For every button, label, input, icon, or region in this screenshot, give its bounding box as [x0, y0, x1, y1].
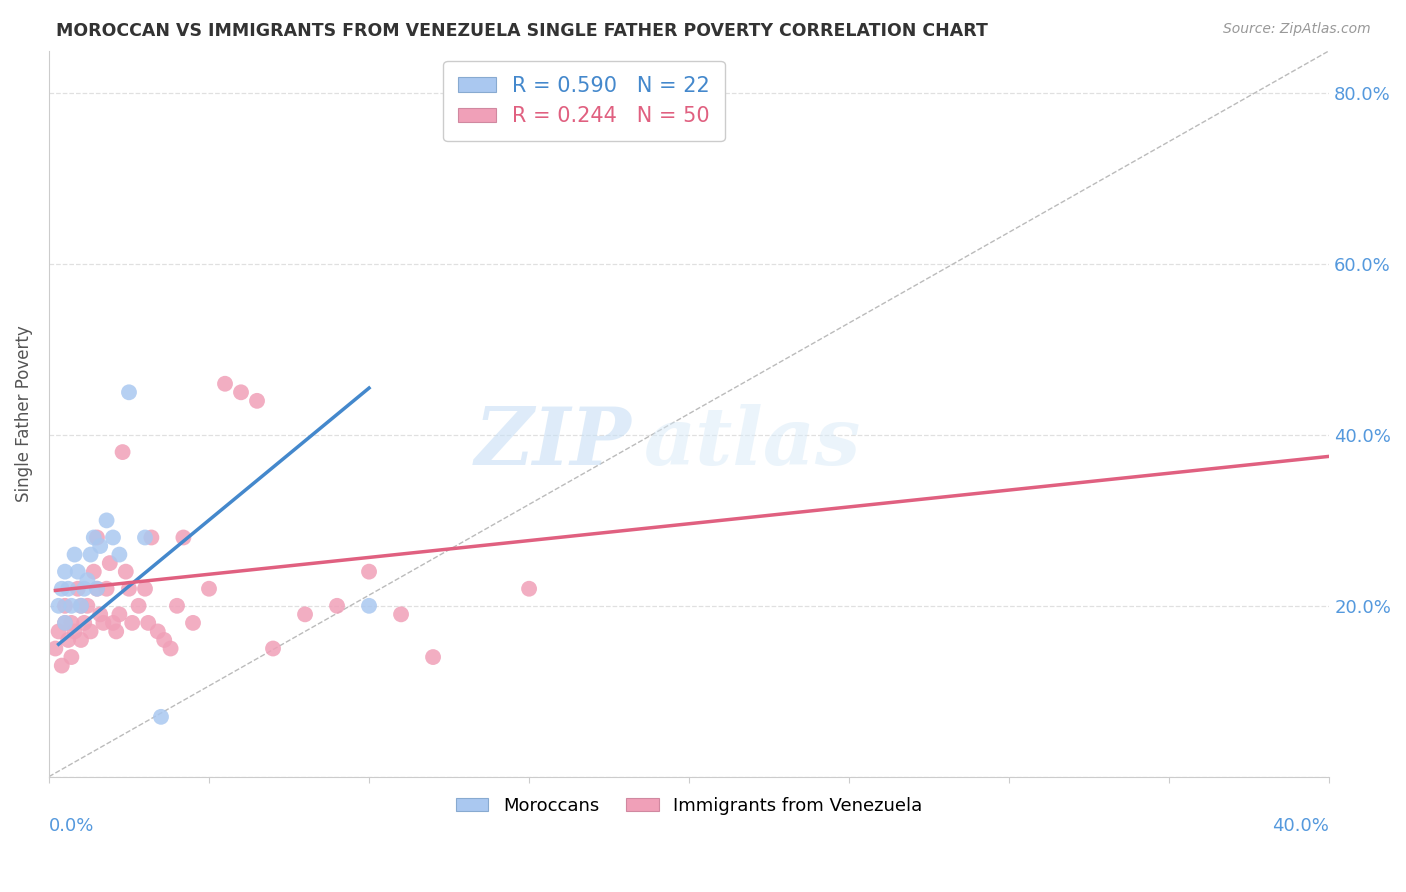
Point — [111, 445, 134, 459]
Text: 0.0%: 0.0% — [49, 816, 94, 835]
Point — [153, 632, 176, 647]
Point — [128, 599, 150, 613]
Point — [66, 582, 89, 596]
Text: ZIP: ZIP — [475, 404, 631, 482]
Point — [198, 582, 221, 596]
Point — [294, 607, 316, 622]
Point — [73, 615, 96, 630]
Point — [166, 599, 188, 613]
Point — [172, 531, 194, 545]
Point — [326, 599, 349, 613]
Point — [63, 548, 86, 562]
Point — [357, 599, 380, 613]
Point — [134, 531, 156, 545]
Point — [96, 582, 118, 596]
Text: 40.0%: 40.0% — [1272, 816, 1329, 835]
Point — [70, 599, 93, 613]
Point — [51, 658, 73, 673]
Point — [229, 385, 252, 400]
Point — [53, 599, 76, 613]
Point — [214, 376, 236, 391]
Point — [86, 582, 108, 596]
Point — [83, 531, 105, 545]
Point — [76, 599, 98, 613]
Point — [53, 615, 76, 630]
Point — [357, 565, 380, 579]
Point — [93, 615, 115, 630]
Point — [44, 641, 66, 656]
Point — [86, 582, 108, 596]
Point — [56, 632, 79, 647]
Text: MOROCCAN VS IMMIGRANTS FROM VENEZUELA SINGLE FATHER POVERTY CORRELATION CHART: MOROCCAN VS IMMIGRANTS FROM VENEZUELA SI… — [56, 22, 988, 40]
Point — [422, 650, 444, 665]
Point — [53, 615, 76, 630]
Point — [48, 599, 70, 613]
Point — [121, 615, 143, 630]
Point — [60, 650, 83, 665]
Point — [60, 599, 83, 613]
Point — [146, 624, 169, 639]
Point — [60, 615, 83, 630]
Point — [114, 565, 136, 579]
Point — [101, 615, 124, 630]
Point — [98, 556, 121, 570]
Point — [141, 531, 163, 545]
Point — [79, 548, 101, 562]
Point — [89, 607, 111, 622]
Point — [83, 565, 105, 579]
Point — [262, 641, 284, 656]
Point — [76, 573, 98, 587]
Point — [134, 582, 156, 596]
Text: Source: ZipAtlas.com: Source: ZipAtlas.com — [1223, 22, 1371, 37]
Point — [89, 539, 111, 553]
Y-axis label: Single Father Poverty: Single Father Poverty — [15, 326, 32, 502]
Point — [108, 607, 131, 622]
Point — [53, 565, 76, 579]
Point — [101, 531, 124, 545]
Text: atlas: atlas — [644, 404, 862, 482]
Legend: Moroccans, Immigrants from Venezuela: Moroccans, Immigrants from Venezuela — [449, 789, 929, 822]
Point — [105, 624, 128, 639]
Point — [150, 710, 173, 724]
Point — [48, 624, 70, 639]
Point — [86, 531, 108, 545]
Point — [181, 615, 204, 630]
Point — [79, 624, 101, 639]
Point — [56, 582, 79, 596]
Point — [96, 513, 118, 527]
Point — [70, 599, 93, 613]
Point — [118, 582, 141, 596]
Point — [63, 624, 86, 639]
Point — [389, 607, 412, 622]
Point — [73, 582, 96, 596]
Point — [51, 582, 73, 596]
Point — [108, 548, 131, 562]
Point — [136, 615, 159, 630]
Point — [246, 393, 269, 408]
Point — [70, 632, 93, 647]
Point — [118, 385, 141, 400]
Point — [66, 565, 89, 579]
Point — [159, 641, 181, 656]
Point — [517, 582, 540, 596]
